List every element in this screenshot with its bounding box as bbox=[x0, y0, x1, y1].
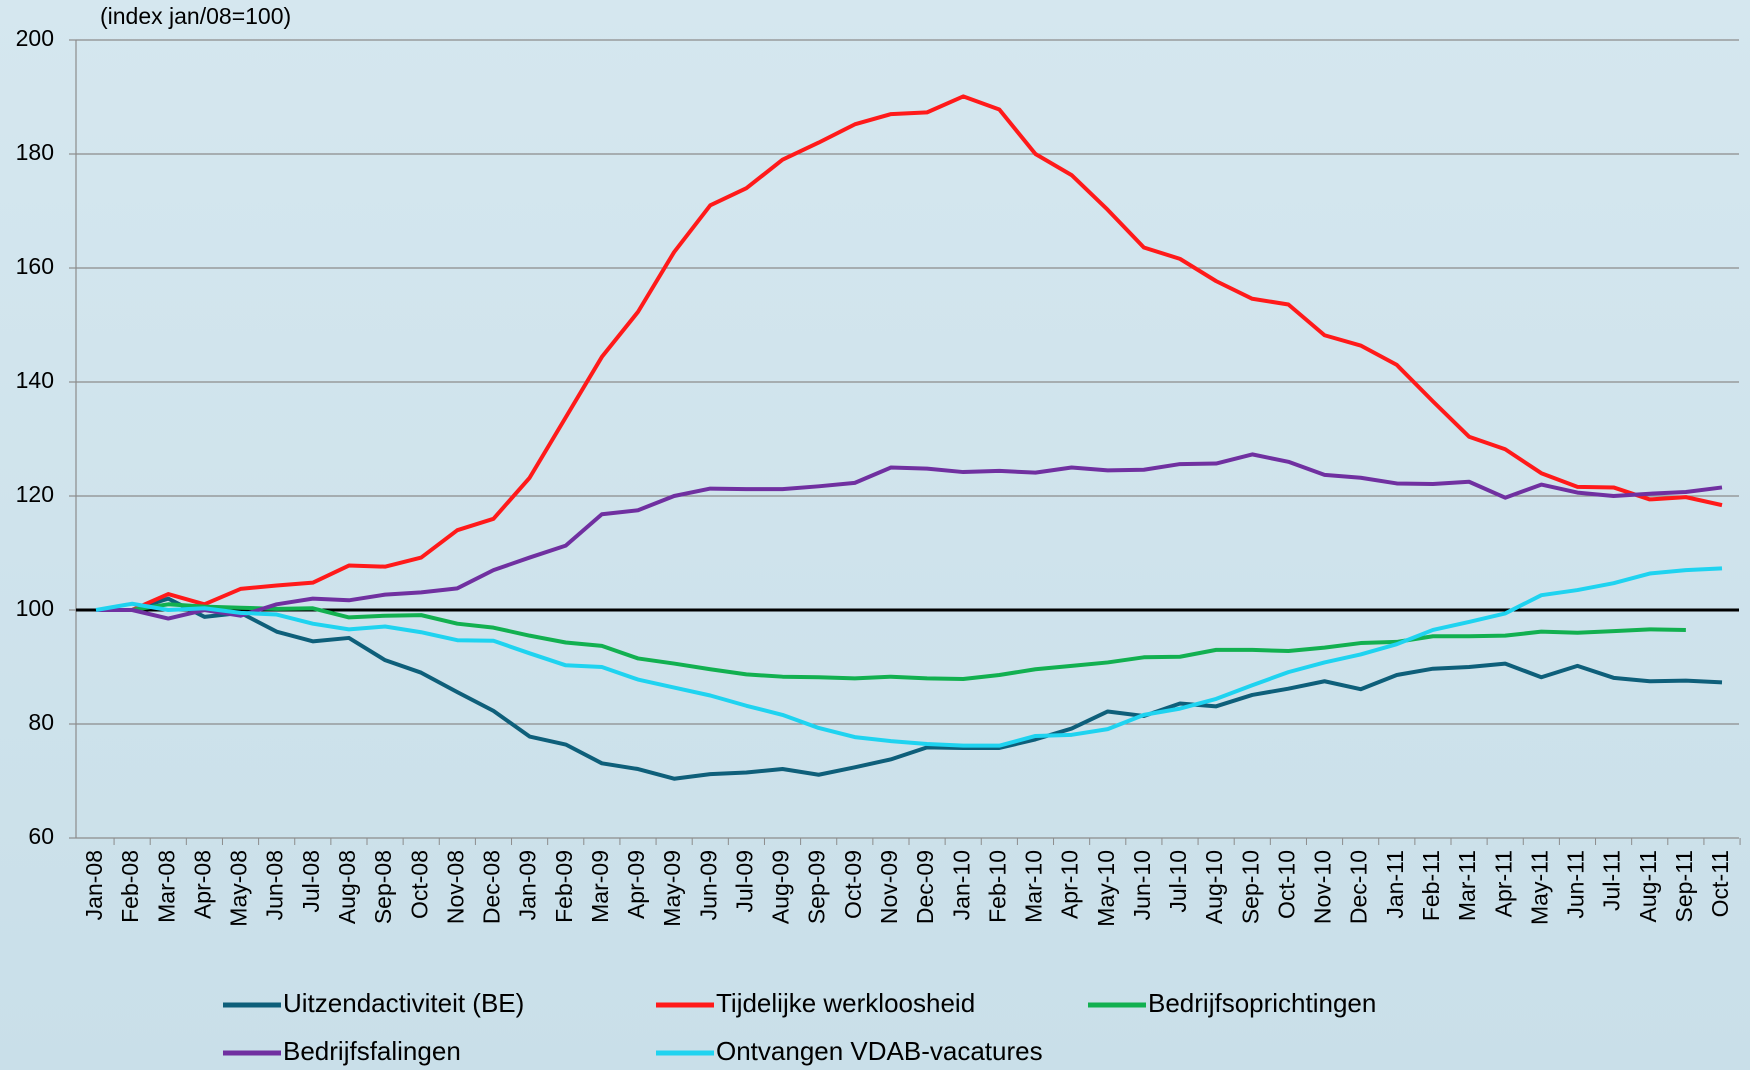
line-series bbox=[96, 452, 1723, 621]
x-tick-label: Sep-11 bbox=[1671, 850, 1697, 922]
x-tick-label: Jun-10 bbox=[1129, 850, 1155, 920]
y-tick-label: 200 bbox=[16, 25, 54, 51]
x-tick-label: Oct-11 bbox=[1707, 850, 1733, 917]
y-tick-label: 100 bbox=[16, 595, 54, 621]
legend-label: Bedrijfsfalingen bbox=[283, 1036, 461, 1066]
line-series bbox=[96, 94, 1723, 612]
x-tick-label: Mar-11 bbox=[1454, 850, 1480, 921]
y-tick-label: 180 bbox=[16, 139, 54, 165]
legend-label: Tijdelijke werkloosheid bbox=[716, 988, 975, 1018]
y-tick-label: 160 bbox=[16, 253, 54, 279]
x-tick-label: Jun-09 bbox=[695, 850, 721, 920]
x-tick-label: Mar-08 bbox=[153, 850, 179, 923]
x-tick-label: Mar-10 bbox=[1021, 850, 1047, 923]
legend-label: Bedrijfsoprichtingen bbox=[1148, 988, 1376, 1018]
x-tick-label: Jun-08 bbox=[262, 850, 288, 920]
x-tick-label: Feb-10 bbox=[984, 850, 1010, 923]
x-tick-label: Nov-10 bbox=[1310, 850, 1336, 924]
x-tick-label: Mar-09 bbox=[587, 850, 613, 923]
x-tick-label: Apr-10 bbox=[1057, 850, 1083, 919]
y-tick-label: 120 bbox=[16, 481, 54, 507]
x-tick-label: Sep-10 bbox=[1237, 850, 1263, 924]
x-tick-label: Feb-09 bbox=[551, 850, 577, 923]
x-tick-label: May-10 bbox=[1093, 850, 1119, 927]
legend-item: Ontvangen VDAB-vacatures bbox=[656, 1036, 1043, 1066]
x-tick-label: Oct-10 bbox=[1273, 850, 1299, 919]
x-tick-label: May-09 bbox=[659, 850, 685, 927]
line-series bbox=[95, 566, 1723, 748]
chart-subtitle: (index jan/08=100) bbox=[100, 3, 291, 29]
legend-label: Ontvangen VDAB-vacatures bbox=[716, 1036, 1043, 1066]
x-tick-label: Jul-09 bbox=[731, 850, 757, 913]
x-tick-label: Feb-11 bbox=[1418, 850, 1444, 921]
x-tick-label: Jun-11 bbox=[1563, 850, 1589, 919]
x-tick-label: Oct-09 bbox=[840, 850, 866, 919]
x-tick-label: Nov-08 bbox=[442, 850, 468, 924]
x-tick-label: Feb-08 bbox=[117, 850, 143, 923]
x-tick-label: Jan-10 bbox=[948, 850, 974, 920]
x-tick-label: Apr-09 bbox=[623, 850, 649, 919]
x-tick-label: Apr-11 bbox=[1490, 850, 1516, 917]
x-tick-label: Nov-09 bbox=[876, 850, 902, 924]
legend-item: Bedrijfsfalingen bbox=[223, 1036, 461, 1066]
legend-label: Uitzendactiviteit (BE) bbox=[283, 988, 524, 1018]
x-tick-label: Aug-10 bbox=[1201, 850, 1227, 924]
x-tick-label: Oct-08 bbox=[406, 850, 432, 919]
x-tick-label: Dec-08 bbox=[479, 850, 505, 924]
y-tick-label: 80 bbox=[28, 709, 54, 735]
line-series bbox=[96, 596, 1723, 781]
x-tick-label: Dec-10 bbox=[1346, 850, 1372, 924]
x-tick-label: Aug-09 bbox=[768, 850, 794, 924]
x-tick-label: Dec-09 bbox=[912, 850, 938, 924]
y-tick-label: 60 bbox=[28, 823, 54, 849]
x-tick-label: Jul-08 bbox=[298, 850, 324, 913]
legend-item: Uitzendactiviteit (BE) bbox=[223, 988, 524, 1018]
line-series bbox=[96, 602, 1686, 681]
x-tick-label: May-11 bbox=[1526, 850, 1552, 925]
x-tick-label: Jul-10 bbox=[1165, 850, 1191, 913]
legend-item: Tijdelijke werkloosheid bbox=[656, 988, 975, 1018]
legend-item: Bedrijfsoprichtingen bbox=[1088, 988, 1376, 1018]
x-tick-label: Jul-11 bbox=[1599, 850, 1625, 911]
x-tick-label: May-08 bbox=[226, 850, 252, 927]
x-tick-label: Aug-11 bbox=[1635, 850, 1661, 922]
y-tick-label: 140 bbox=[16, 367, 54, 393]
x-tick-label: Jan-08 bbox=[81, 850, 107, 920]
x-tick-label: Sep-09 bbox=[804, 850, 830, 924]
x-tick-label: Apr-08 bbox=[189, 850, 215, 919]
x-tick-label: Sep-08 bbox=[370, 850, 396, 924]
x-tick-label: Jan-09 bbox=[515, 850, 541, 920]
x-tick-label: Aug-08 bbox=[334, 850, 360, 924]
x-tick-label: Jan-11 bbox=[1382, 850, 1408, 919]
